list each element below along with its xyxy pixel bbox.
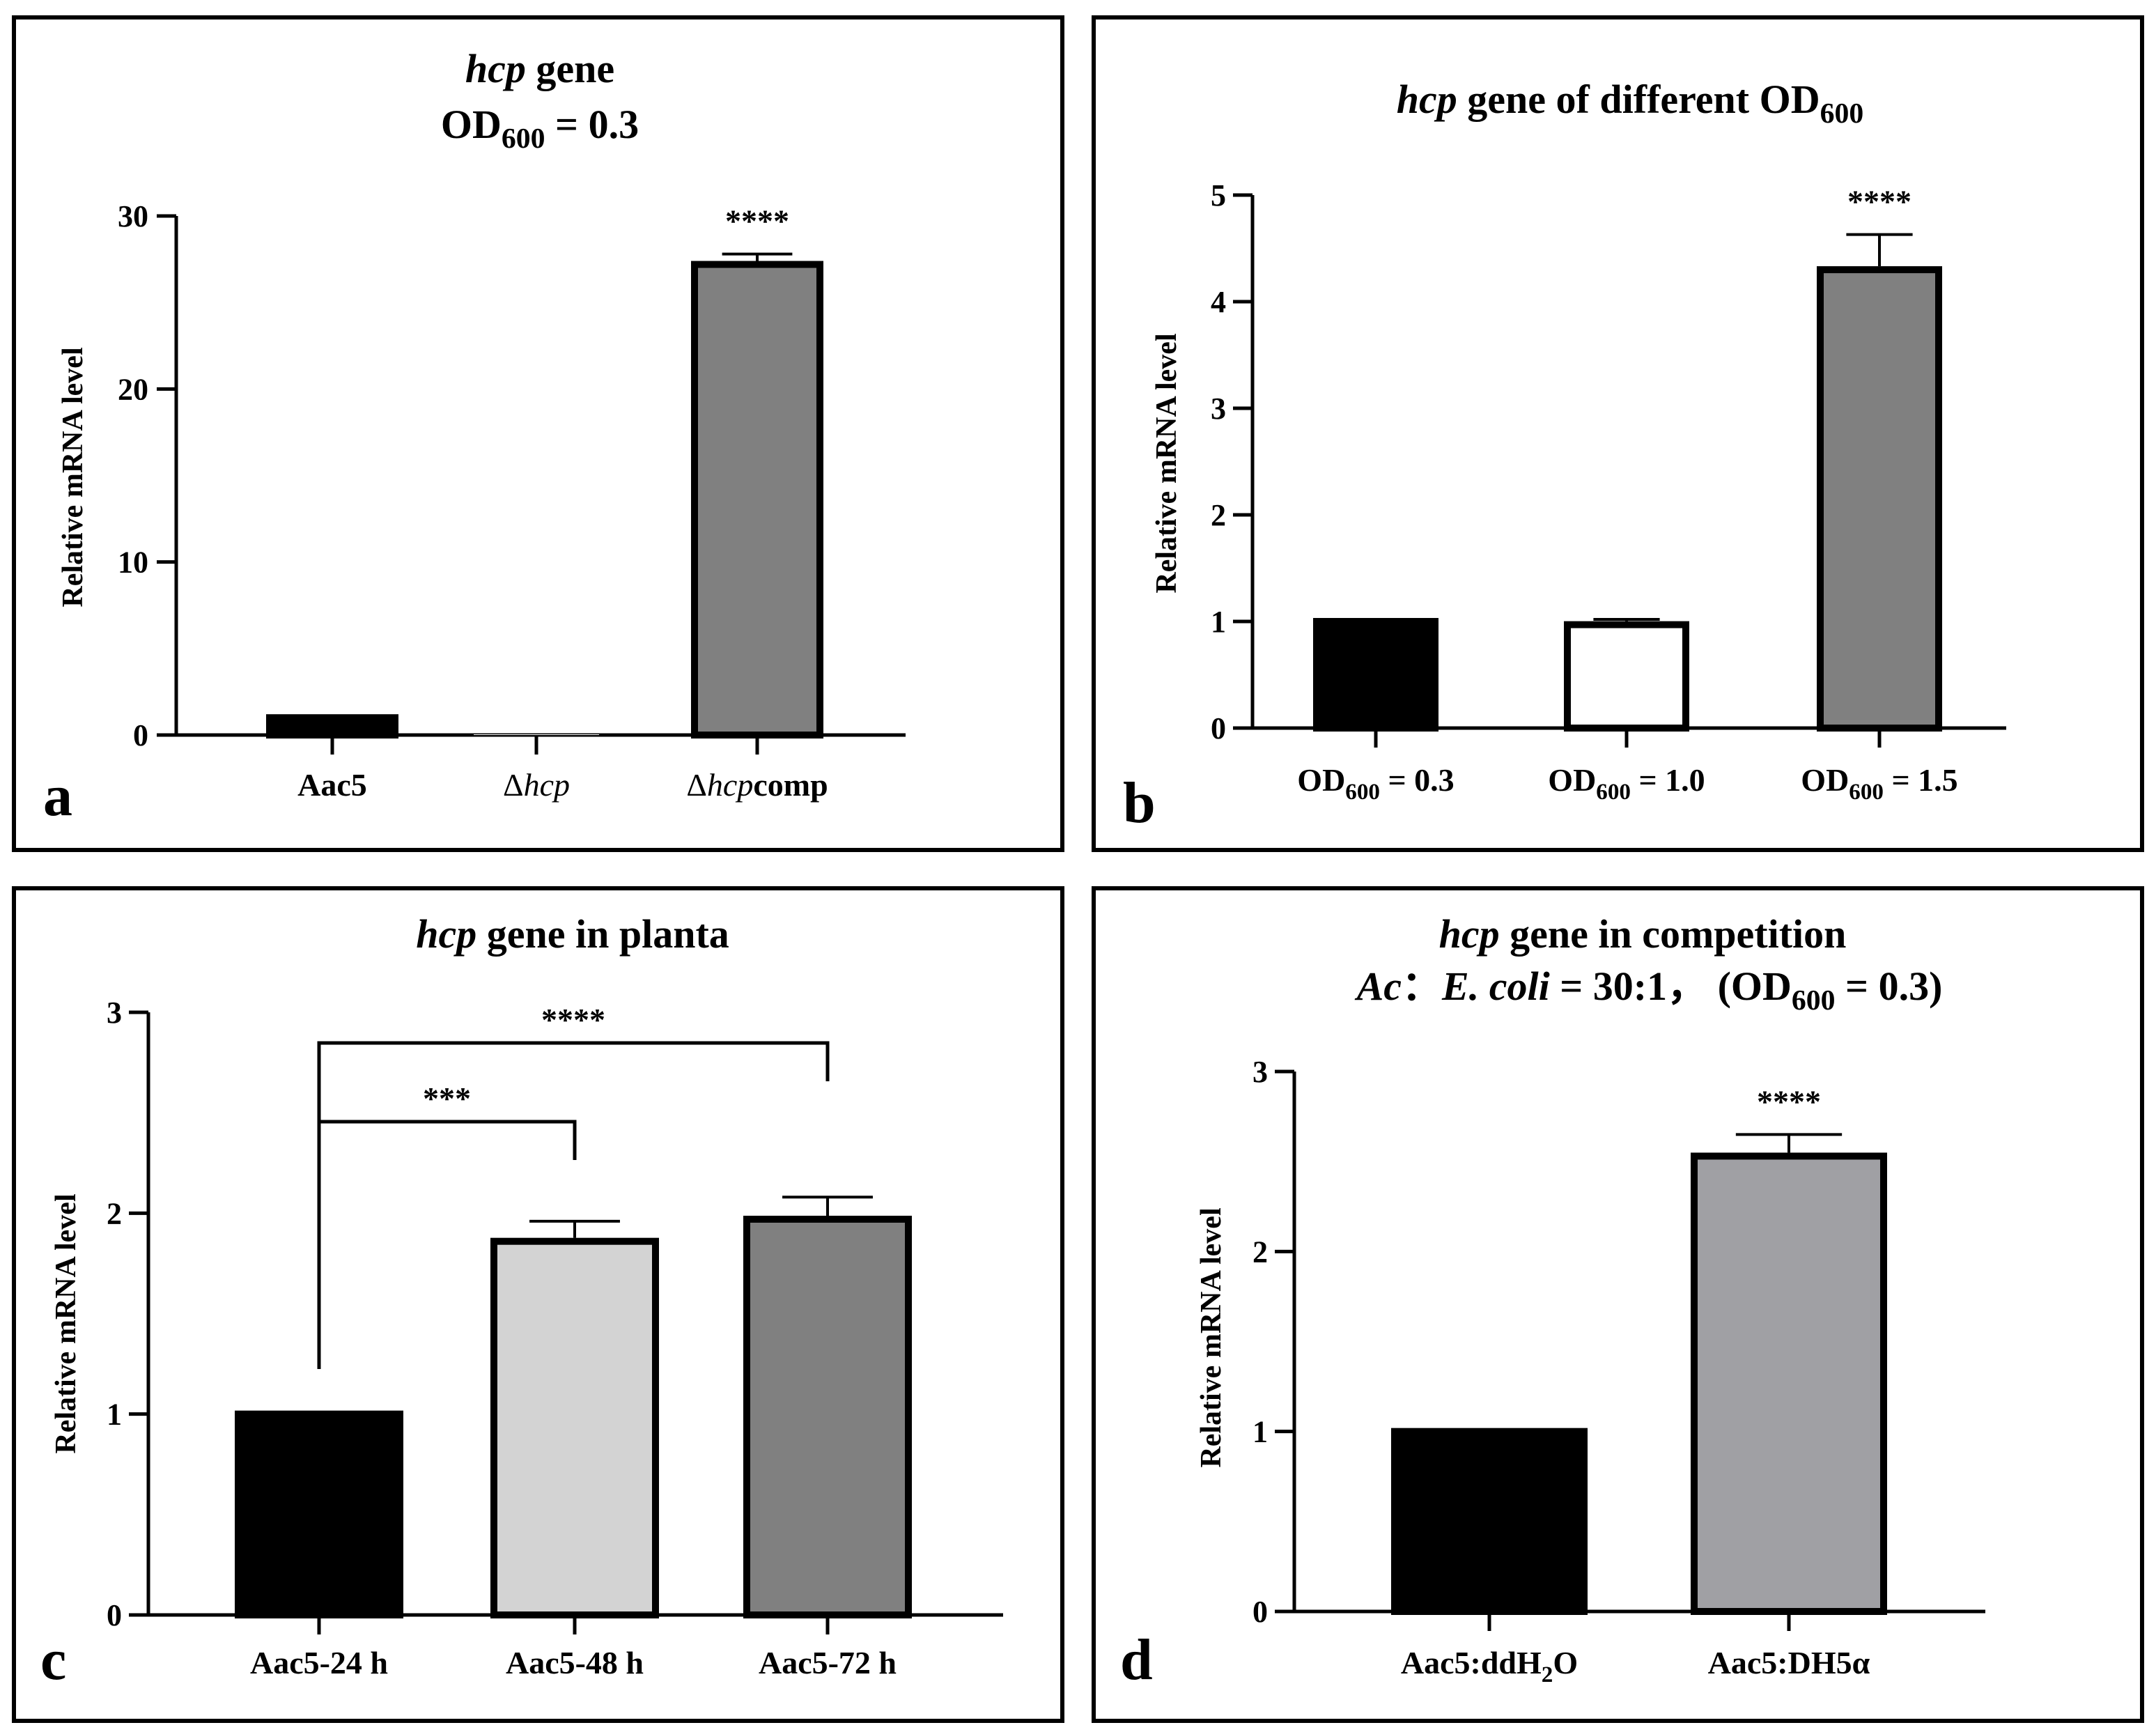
y-tick-label: 20	[118, 372, 148, 406]
panel-a-ylabel: Relative mRNA level	[57, 347, 89, 607]
x-category-label: Aac5	[297, 767, 367, 803]
bar	[474, 734, 599, 735]
panel-b-label: b	[1123, 771, 1156, 835]
bar	[1313, 618, 1438, 732]
bar	[1691, 1152, 1887, 1615]
x-category-label: Aac5-24 h	[250, 1645, 388, 1680]
x-category-label: OD600 = 1.5	[1801, 762, 1957, 805]
panel-d-title-line1: hcp gene in competition	[1439, 911, 1847, 957]
y-tick-label: 0	[1211, 711, 1226, 745]
y-tick-label: 4	[1211, 285, 1226, 319]
bar	[1817, 266, 1942, 732]
y-tick-label: 30	[118, 199, 148, 233]
bar	[691, 261, 823, 739]
x-category-label: Aac5-48 h	[506, 1645, 644, 1680]
panel-d-ylabel: Relative mRNA level	[1195, 1207, 1227, 1467]
panel-a-frame	[12, 15, 1064, 852]
bar	[235, 1410, 403, 1618]
comparison-bracket	[319, 1120, 577, 1160]
panel-b-frame	[1092, 15, 2144, 852]
panel-c-chart: hcp gene in planta Relative mRNA level c…	[40, 911, 1003, 1692]
panel-a-title-line1: hcp gene	[465, 46, 614, 91]
y-tick-label: 2	[1253, 1235, 1268, 1269]
bar	[1564, 621, 1689, 732]
panel-a-label: a	[43, 764, 72, 828]
y-tick-label: 0	[133, 718, 148, 752]
panel-d-chart: hcp gene in competition Ac：E. coli = 30:…	[1120, 911, 1985, 1692]
significance-label: ****	[1757, 1083, 1821, 1119]
panel-d-frame	[1092, 886, 2144, 1723]
x-category-label: Δhcpcomp	[686, 767, 828, 803]
bracket-significance-label: ***	[423, 1081, 471, 1116]
panel-c-label: c	[40, 1627, 66, 1692]
bar	[490, 1237, 659, 1618]
y-tick-label: 10	[118, 546, 148, 580]
panel-b-chart: hcp gene of different OD600 Relative mRN…	[1123, 77, 2006, 835]
significance-label: ****	[725, 203, 789, 239]
y-tick-label: 0	[107, 1598, 122, 1632]
bar	[743, 1215, 912, 1618]
y-tick-label: 1	[1211, 605, 1226, 639]
x-category-label: OD600 = 1.0	[1548, 762, 1705, 805]
y-tick-label: 3	[1211, 392, 1226, 426]
panel-c-title: hcp gene in planta	[416, 911, 729, 957]
bar	[1391, 1428, 1588, 1616]
bar	[266, 714, 398, 739]
panel-b-title: hcp gene of different OD600	[1397, 77, 1863, 130]
comparison-bracket	[317, 1041, 830, 1369]
x-category-label: Δhcp	[503, 767, 570, 803]
y-tick-label: 3	[1253, 1055, 1268, 1089]
panel-a-chart: hcp gene OD600 = 0.3 Relative mRNA level…	[43, 46, 906, 828]
significance-label: ****	[1847, 184, 1911, 219]
y-tick-label: 1	[1253, 1415, 1268, 1449]
panel-b-ylabel: Relative mRNA level	[1151, 333, 1183, 593]
y-tick-label: 5	[1211, 178, 1226, 212]
panel-c-ylabel: Relative mRNA level	[50, 1193, 82, 1453]
panel-d-label: d	[1120, 1627, 1153, 1692]
panel-c-frame	[12, 886, 1064, 1723]
y-tick-label: 3	[107, 996, 122, 1030]
bracket-significance-label: ****	[541, 1002, 605, 1037]
y-tick-label: 1	[107, 1398, 122, 1432]
y-tick-label: 0	[1253, 1595, 1268, 1629]
x-category-label: Aac5-72 h	[759, 1645, 897, 1680]
x-category-label: Aac5:ddH2O	[1401, 1645, 1578, 1687]
x-category-label: Aac5:DH5α	[1708, 1645, 1870, 1680]
x-category-label: OD600 = 0.3	[1297, 762, 1454, 805]
y-tick-label: 2	[107, 1196, 122, 1230]
panel-d-title-line2: Ac：E. coli = 30:1， (OD600 = 0.3)	[1355, 964, 1943, 1016]
y-tick-label: 2	[1211, 498, 1226, 532]
panel-a-title-line2: OD600 = 0.3	[441, 102, 639, 155]
